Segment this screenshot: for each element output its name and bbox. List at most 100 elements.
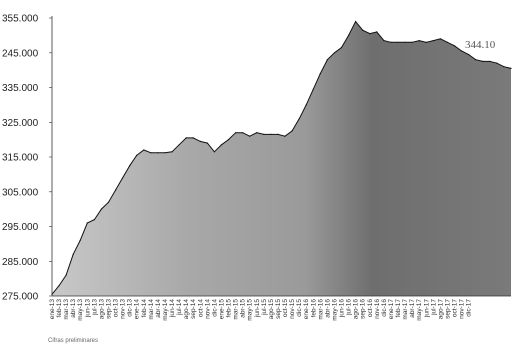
- x-tick-label: sep-16: [360, 299, 367, 319]
- x-tick-label: jul-15: [261, 299, 268, 316]
- x-tick-label: abr-14: [155, 299, 162, 318]
- y-tick-label: 295.000: [2, 222, 39, 233]
- x-tick-label: dic-15: [296, 299, 303, 317]
- footnote: Cifras preliminares: [48, 338, 98, 344]
- x-tick-label: abr-15: [240, 299, 247, 318]
- axes: [51, 16, 511, 297]
- x-tick-label: jul-17: [430, 299, 437, 316]
- x-tick-label: dic-17: [466, 299, 473, 317]
- data-point: [213, 151, 215, 153]
- x-tick-label: oct-16: [367, 299, 374, 317]
- x-tick-label: may-15: [247, 299, 254, 321]
- x-tick-label: jun-16: [339, 299, 346, 318]
- data-point: [150, 152, 152, 154]
- data-point: [333, 52, 336, 54]
- data-point: [86, 222, 88, 224]
- data-point: [263, 133, 265, 135]
- data-point: [340, 46, 343, 49]
- x-tick-label: jul-16: [346, 299, 353, 316]
- x-tick-label: oct-15: [282, 299, 289, 317]
- area-layer: [51, 20, 512, 296]
- x-tick-label: ago-16: [353, 299, 360, 320]
- data-point: [305, 104, 307, 106]
- data-point: [489, 60, 491, 63]
- x-tick-label: nov-13: [120, 299, 127, 319]
- x-tick-label: may-13: [77, 299, 84, 321]
- data-point: [242, 132, 244, 134]
- x-tick-label: ene-14: [134, 299, 141, 320]
- data-point: [319, 73, 321, 75]
- data-point: [164, 152, 166, 154]
- data-point: [439, 38, 441, 40]
- y-tick-label: 325.000: [2, 118, 39, 129]
- data-point: [496, 62, 498, 64]
- x-tick-label: ene-17: [388, 299, 395, 320]
- series-line: [51, 20, 512, 295]
- x-tick-label: oct-13: [113, 299, 120, 317]
- data-point: [411, 41, 413, 43]
- data-point: [93, 219, 95, 221]
- data-point: [404, 41, 406, 43]
- y-tick-label: 245.000: [2, 48, 39, 59]
- data-point: [468, 53, 470, 56]
- x-tick-label: abr-16: [324, 299, 331, 318]
- data-point: [220, 144, 223, 146]
- data-point: [418, 40, 420, 42]
- x-tick-label: mar-17: [402, 299, 409, 320]
- data-point: [376, 31, 378, 33]
- x-tick-label: mar-15: [233, 299, 240, 320]
- x-tick-label: sep-13: [106, 299, 113, 319]
- data-point: [199, 140, 201, 142]
- x-tick-label: feb-13: [56, 299, 63, 318]
- data-point: [298, 118, 300, 120]
- data-point: [256, 132, 258, 134]
- x-tick-label: oct-17: [452, 299, 459, 317]
- y-tick-label: 355.000: [2, 14, 39, 25]
- data-point: [115, 189, 117, 191]
- x-tick-label: abr-17: [409, 299, 416, 318]
- y-tick-label: 275.000: [2, 292, 39, 303]
- x-tick-label: ago-15: [268, 299, 275, 320]
- y-tick-label: 335.000: [2, 83, 39, 94]
- data-point: [72, 253, 74, 255]
- x-tick-label: may-16: [332, 299, 339, 321]
- data-point: [270, 133, 272, 135]
- data-point: [185, 137, 187, 139]
- x-tick-label: dic-13: [127, 299, 134, 317]
- x-tick-label: feb-17: [395, 299, 402, 318]
- x-tick-label: mar-14: [148, 299, 155, 320]
- data-point: [65, 274, 67, 276]
- data-point: [291, 130, 293, 132]
- x-tick-label: may-17: [416, 299, 423, 321]
- x-tick-label: ago-14: [183, 299, 190, 320]
- x-tick-label: nov-14: [204, 299, 211, 319]
- data-point: [383, 40, 385, 42]
- x-tick-label: mar-16: [317, 299, 324, 320]
- data-point: [326, 59, 328, 61]
- x-tick-label: feb-15: [226, 299, 233, 318]
- data-point: [355, 20, 357, 23]
- x-tick-label: may-14: [162, 299, 169, 321]
- data-point: [178, 144, 180, 146]
- data-point: [206, 142, 208, 144]
- data-point: [503, 66, 505, 68]
- data-point: [58, 285, 60, 287]
- x-tick-labels: ene-13 feb-13 mar-13 abr-13 may-13 jun-13 jul-…: [49, 299, 473, 321]
- x-tick-label: dic-16: [381, 299, 388, 317]
- data-point: [390, 41, 392, 43]
- x-tick-label: ene-16: [303, 299, 310, 320]
- x-tick-label: jul-14: [176, 299, 183, 316]
- data-point: [453, 45, 456, 47]
- data-point: [312, 88, 314, 90]
- data-point: [475, 59, 477, 61]
- value-annotation: 344.10: [465, 39, 496, 51]
- y-tick-label: 315.000: [2, 153, 39, 164]
- data-point: [136, 154, 138, 156]
- x-tick-label: ene-13: [49, 299, 56, 320]
- y-tick-label: 285.000: [2, 257, 39, 268]
- data-point: [284, 135, 286, 137]
- data-point: [157, 152, 159, 154]
- data-point: [425, 41, 427, 43]
- data-point: [482, 60, 484, 63]
- data-point: [362, 29, 364, 31]
